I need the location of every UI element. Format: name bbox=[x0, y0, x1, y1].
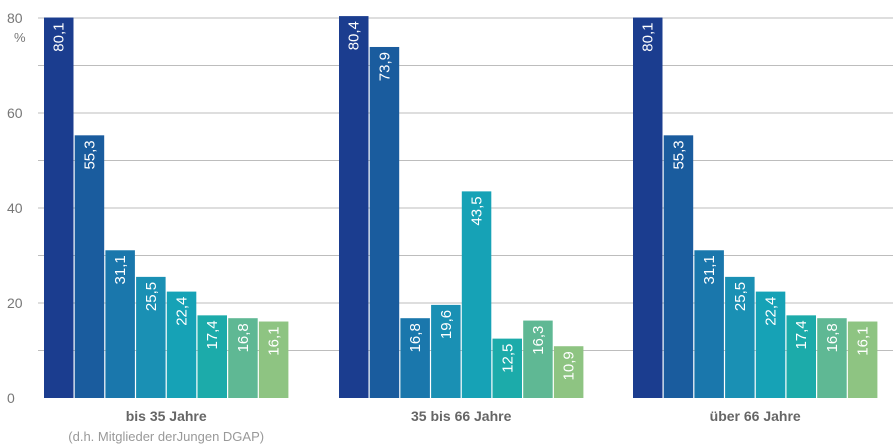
bar bbox=[228, 318, 258, 398]
bar bbox=[44, 17, 74, 399]
bar bbox=[258, 321, 289, 398]
x-axis: bis 35 Jahre (d.h. Mitglieder derJungen D… bbox=[68, 408, 801, 444]
bar bbox=[553, 346, 584, 398]
category-label: über 66 Jahre bbox=[710, 408, 801, 424]
bar-value-label: 10,9 bbox=[561, 351, 578, 380]
bar bbox=[74, 135, 105, 398]
bar bbox=[523, 320, 553, 398]
bar-value-label: 17,4 bbox=[793, 320, 810, 349]
bar-value-label: 55,3 bbox=[81, 140, 98, 169]
bar-value-label: 25,5 bbox=[732, 282, 749, 311]
bar bbox=[461, 191, 492, 398]
bar-value-label: 73,9 bbox=[376, 52, 393, 81]
bar-value-label: 16,3 bbox=[530, 326, 547, 355]
bar-value-label: 19,6 bbox=[438, 310, 455, 339]
y-tick-label: 40 bbox=[7, 200, 23, 216]
y-tick-label: 60 bbox=[7, 105, 23, 121]
bar bbox=[105, 250, 135, 398]
bars bbox=[44, 16, 878, 399]
bar-value-label: 16,8 bbox=[824, 323, 841, 352]
bar bbox=[197, 315, 227, 398]
bar bbox=[136, 276, 166, 398]
bar bbox=[755, 291, 786, 398]
bar-value-label: 16,8 bbox=[407, 323, 424, 352]
y-unit-label: % bbox=[14, 30, 26, 45]
bar-value-label: 31,1 bbox=[701, 255, 718, 284]
bar-value-label: 55,3 bbox=[670, 140, 687, 169]
bar bbox=[663, 135, 694, 398]
bar bbox=[633, 17, 663, 399]
y-tick-label: 20 bbox=[7, 295, 23, 311]
bar-value-label: 22,4 bbox=[174, 297, 191, 326]
bar-value-label: 17,4 bbox=[204, 320, 221, 349]
bar-value-label: 12,5 bbox=[499, 344, 516, 373]
bar-value-label: 80,1 bbox=[640, 23, 657, 52]
bar-value-label: 22,4 bbox=[763, 297, 780, 326]
bar-value-label: 16,1 bbox=[855, 327, 872, 356]
bar bbox=[817, 318, 847, 398]
y-tick-label: 80 bbox=[7, 10, 23, 26]
bar bbox=[339, 16, 369, 398]
y-tick-label: 0 bbox=[7, 390, 15, 406]
category-label: 35 bis 66 Jahre bbox=[411, 408, 512, 424]
bar bbox=[786, 315, 816, 398]
bar bbox=[492, 338, 522, 398]
bar bbox=[431, 304, 461, 398]
bar bbox=[725, 276, 755, 398]
bar-value-label: 80,1 bbox=[51, 23, 68, 52]
bar-value-label: 16,1 bbox=[266, 327, 283, 356]
data-labels: 80,1 55,3 31,1 25,5 22,4 17,4 16,8 16,1 80,4 73,9… bbox=[51, 21, 872, 380]
bar bbox=[400, 318, 430, 398]
bar bbox=[166, 291, 197, 398]
bar-value-label: 80,4 bbox=[346, 21, 363, 50]
bar bbox=[369, 46, 400, 398]
bar-value-label: 25,5 bbox=[143, 282, 160, 311]
bar-value-label: 43,5 bbox=[469, 196, 486, 225]
category-sublabel: (d.h. Mitglieder derJungen DGAP) bbox=[68, 429, 264, 444]
bar-value-label: 31,1 bbox=[112, 255, 129, 284]
bar bbox=[694, 250, 724, 398]
y-axis: 0 20 40 60 80 bbox=[7, 10, 23, 406]
bar bbox=[847, 321, 878, 398]
category-label: bis 35 Jahre bbox=[126, 408, 207, 424]
bar-value-label: 16,8 bbox=[235, 323, 252, 352]
